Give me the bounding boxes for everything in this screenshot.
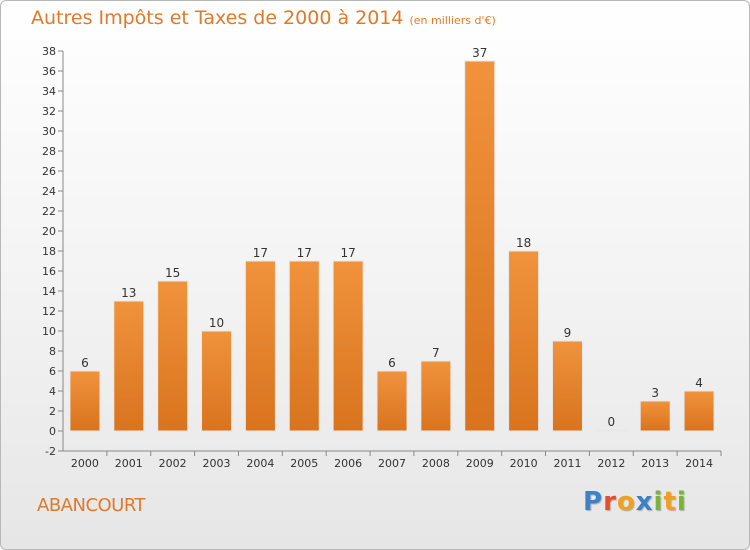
bar-2009[interactable] (464, 60, 496, 432)
y-tick-label: 30 (42, 125, 56, 138)
commune-name: ABANCOURT (37, 495, 146, 516)
y-tick-label: 26 (42, 165, 56, 178)
y-tick-label: 32 (42, 105, 56, 118)
bar-value-label: 15 (165, 266, 180, 280)
x-tick-label: 2002 (159, 457, 187, 470)
bar-2012[interactable] (595, 429, 627, 432)
bar-value-label: 13 (121, 286, 136, 300)
bars (69, 60, 715, 432)
y-tick-label: 22 (42, 205, 56, 218)
bar-value-label: 17 (253, 246, 268, 260)
proxiti-logo[interactable]: Proxiti (583, 487, 687, 517)
logo-letter: r (603, 487, 617, 517)
x-tick-label: 2003 (203, 457, 231, 470)
x-tick-label: 2008 (422, 457, 450, 470)
y-tick-label: 12 (42, 305, 56, 318)
logo-letter: t (663, 487, 677, 517)
y-tick-label: 24 (42, 185, 56, 198)
bar-2007[interactable] (376, 370, 408, 432)
bar-value-label: 3 (651, 386, 659, 400)
y-tick-label: 0 (49, 425, 56, 438)
x-tick-label: 2006 (334, 457, 362, 470)
y-tick-label: 36 (42, 65, 56, 78)
y-tick-label: 16 (42, 265, 56, 278)
y-tick-label: 14 (42, 285, 56, 298)
x-tick-label: 2013 (641, 457, 669, 470)
bar-value-label: 18 (516, 236, 531, 250)
bar-2005[interactable] (288, 260, 320, 432)
y-tick-label: -2 (45, 445, 56, 458)
y-tick-label: 38 (42, 45, 56, 58)
y-tick-label: 20 (42, 225, 56, 238)
x-tick-label: 2001 (115, 457, 143, 470)
y-tick-label: 34 (42, 85, 56, 98)
logo-letter: P (583, 487, 604, 517)
bar-labels: 6 13 15 10 17 17 17 6 7 37 18 9 0 3 4 (81, 46, 703, 429)
bar-2001[interactable] (113, 300, 145, 432)
bar-value-label: 17 (340, 246, 355, 260)
y-tick-label: 2 (49, 405, 56, 418)
bar-2011[interactable] (551, 340, 583, 432)
x-tick-label: 2014 (685, 457, 713, 470)
bar-value-label: 37 (472, 46, 487, 60)
y-tick-label: 28 (42, 145, 56, 158)
chart-title: Autres Impôts et Taxes de 2000 à 2014 (en… (31, 7, 496, 29)
chart-unit-label: (en milliers d'€) (409, 14, 496, 27)
x-axis: 2000 2001 2002 2003 2004 2005 2006 2007 2008 2009… (63, 450, 722, 470)
bar-2013[interactable] (639, 400, 671, 432)
bar-value-label: 4 (695, 376, 703, 390)
logo-letter: i (676, 487, 687, 517)
y-tick-label: 4 (49, 385, 56, 398)
x-tick-label: 2012 (597, 457, 625, 470)
x-tick-label: 2009 (466, 457, 494, 470)
bar-2004[interactable] (244, 260, 276, 432)
bar-value-label: 17 (297, 246, 312, 260)
y-tick-label: 6 (49, 365, 56, 378)
y-tick-label: 8 (49, 345, 56, 358)
y-tick-label: 18 (42, 245, 56, 258)
bar-2003[interactable] (201, 330, 233, 432)
x-tick-label: 2010 (510, 457, 538, 470)
x-tick-label: 2011 (553, 457, 581, 470)
bar-2010[interactable] (508, 250, 540, 432)
logo-letter: x (635, 487, 654, 517)
x-tick-label: 2000 (71, 457, 99, 470)
bar-2002[interactable] (157, 280, 189, 432)
logo-letter: i (653, 487, 664, 517)
x-tick-label: 2004 (246, 457, 274, 470)
bar-value-label: 6 (388, 356, 396, 370)
bar-2008[interactable] (420, 360, 452, 432)
bar-2000[interactable] (69, 370, 101, 432)
bar-2006[interactable] (332, 260, 364, 432)
bar-value-label: 7 (432, 346, 440, 360)
logo-letter: o (616, 487, 636, 517)
bar-value-label: 10 (209, 316, 224, 330)
bar-2014[interactable] (683, 390, 715, 432)
bar-value-label: 9 (564, 326, 572, 340)
chart-title-text: Autres Impôts et Taxes de 2000 à 2014 (31, 7, 404, 29)
y-tick-label: 10 (42, 325, 56, 338)
bar-value-label: 0 (608, 415, 616, 429)
bar-value-label: 6 (81, 356, 89, 370)
x-tick-label: 2005 (290, 457, 318, 470)
x-tick-label: 2007 (378, 457, 406, 470)
